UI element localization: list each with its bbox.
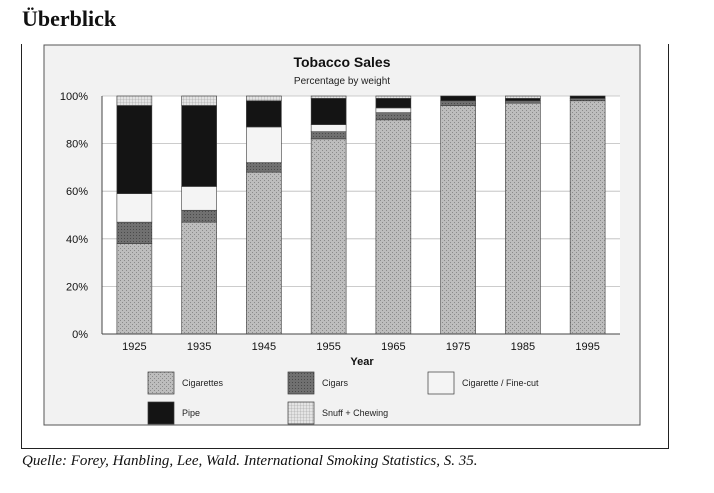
y-tick-label: 0% — [72, 329, 88, 341]
y-tick-label: 80% — [66, 139, 88, 151]
plot-area — [102, 96, 620, 334]
x-tick-label: 1925 — [122, 341, 146, 353]
bar-segment-pipe — [505, 98, 541, 102]
bar-segment-snuff-chewing — [246, 95, 282, 102]
legend-swatch — [287, 371, 315, 395]
chart-frame-right — [668, 44, 669, 449]
chart-legend: Cigarettes Cigars Cigarette / Fine-cut Pipe… — [147, 371, 539, 425]
bar-segment-snuff-chewing — [375, 95, 412, 99]
legend-swatch — [287, 401, 315, 425]
legend-item-cigarettes: Cigarettes — [147, 371, 224, 395]
bar-segment-pipe — [440, 95, 476, 102]
bar-segment-cigarettes — [181, 221, 217, 335]
chart-frame-left — [21, 44, 22, 449]
legend-label: Pipe — [182, 408, 200, 418]
bar-segment-cigarette-fine-cut — [375, 107, 412, 113]
bar-segment-snuff-chewing — [181, 95, 217, 106]
bar-segment-cigarettes — [569, 100, 606, 335]
bar-segment-snuff-chewing — [116, 95, 153, 106]
source-citation: Quelle: Forey, Hanbling, Lee, Wald. Inte… — [22, 453, 478, 469]
bar-segment-cigarette-fine-cut — [246, 126, 282, 163]
x-tick-label: 1955 — [316, 341, 340, 353]
bar-segment-cigarette-fine-cut — [310, 124, 347, 132]
bar-stack-1935 — [181, 95, 217, 335]
bar-stack-1985 — [505, 95, 541, 335]
x-tick-label: 1935 — [187, 341, 211, 353]
page-heading: Überblick — [22, 6, 117, 31]
bar-segment-snuff-chewing — [310, 95, 347, 99]
bar-segment-cigars — [375, 112, 412, 121]
bar-segment-cigarettes — [440, 105, 476, 335]
bar-segment-cigars — [505, 100, 541, 104]
bar-segment-pipe — [375, 98, 412, 109]
bar-segment-cigarettes — [116, 243, 153, 335]
legend-item-pipe: Pipe — [147, 401, 200, 425]
legend-item-snuff-chewing: Snuff + Chewing — [287, 401, 388, 425]
y-tick-label: 20% — [66, 281, 88, 293]
bar-stack-1995 — [569, 95, 606, 335]
bar-segment-cigarette-fine-cut — [116, 193, 153, 223]
legend-swatch — [427, 371, 455, 395]
bar-segment-cigars — [569, 98, 606, 102]
bar-segment-pipe — [569, 95, 606, 99]
bar-segment-cigarettes — [375, 119, 412, 335]
bar-stack-1955 — [310, 95, 347, 335]
chart-subtitle: Percentage by weight — [294, 76, 390, 87]
x-axis-label: Year — [350, 356, 374, 368]
bar-segment-cigars — [116, 221, 153, 244]
bar-stacks — [116, 95, 606, 335]
bar-segment-cigarettes — [310, 138, 347, 335]
x-tick-label: 1945 — [252, 341, 276, 353]
bar-segment-cigars — [310, 131, 347, 140]
y-tick-label: 100% — [60, 91, 88, 103]
x-tick-label: 1965 — [381, 341, 405, 353]
legend-label: Cigars — [322, 378, 349, 388]
legend-swatch — [147, 401, 175, 425]
legend-label: Cigarette / Fine-cut — [462, 378, 539, 388]
bar-segment-cigarette-fine-cut — [181, 186, 217, 211]
x-tick-label: 1975 — [446, 341, 470, 353]
y-axis-ticks: 0% 20% 40% 60% 80% 100% — [60, 91, 88, 341]
chart-title: Tobacco Sales — [293, 54, 390, 70]
bar-stack-1965 — [375, 95, 412, 335]
bar-segment-cigarettes — [246, 171, 282, 335]
bar-segment-cigars — [246, 162, 282, 173]
x-tick-label: 1985 — [511, 341, 535, 353]
legend-label: Cigarettes — [182, 378, 224, 388]
x-axis-ticks: 1925 1935 1945 1955 1965 1975 1985 1995 — [122, 341, 600, 353]
bar-segment-pipe — [310, 98, 347, 125]
chart-frame-bottom — [21, 448, 669, 449]
bar-stack-1925 — [116, 95, 153, 335]
y-tick-label: 60% — [66, 186, 88, 198]
legend-swatch — [147, 371, 175, 395]
bar-segment-pipe — [181, 105, 217, 187]
bar-segment-cigars — [440, 100, 476, 106]
y-tick-label: 40% — [66, 234, 88, 246]
legend-label: Snuff + Chewing — [322, 408, 388, 418]
bar-segment-cigarettes — [505, 102, 541, 335]
legend-item-cigars: Cigars — [287, 371, 349, 395]
bar-segment-pipe — [246, 100, 282, 128]
bar-stack-1975 — [440, 95, 476, 335]
legend-item-cigarette-fine-cut: Cigarette / Fine-cut — [427, 371, 539, 395]
x-tick-label: 1995 — [575, 341, 599, 353]
bar-segment-cigars — [181, 209, 217, 223]
bar-segment-pipe — [116, 105, 153, 194]
bar-stack-1945 — [246, 95, 282, 335]
bar-segment-snuff-chewing — [505, 95, 541, 99]
